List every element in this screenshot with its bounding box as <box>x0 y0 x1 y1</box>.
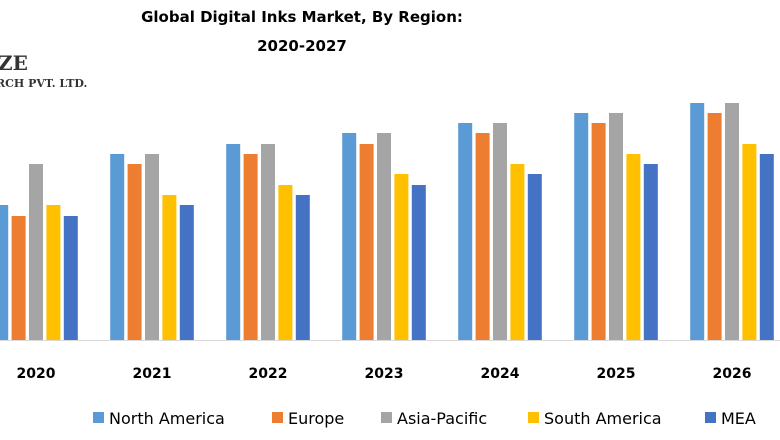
legend-label: South America <box>544 409 662 428</box>
bar-2025-mea <box>643 164 658 340</box>
legend-swatch <box>272 412 283 423</box>
bar-2023-asia-pacific <box>377 133 391 340</box>
bar-2026-europe <box>707 113 722 340</box>
bar-2026-south-america <box>742 144 757 340</box>
legend-label: MEA <box>721 409 756 428</box>
x-tick-label: 2022 <box>249 366 288 382</box>
legend-item: North America <box>93 409 225 428</box>
chart-subtitle: 2020-2027 <box>257 37 347 55</box>
bar-2024-north-america <box>458 123 473 340</box>
x-tick-label: 2021 <box>133 366 172 382</box>
x-tick-label: 2023 <box>365 366 404 382</box>
bar-2023-europe <box>359 144 374 340</box>
bar-2026-north-america <box>690 103 705 340</box>
bar-2021-mea <box>179 205 194 340</box>
bar-2022-mea <box>295 195 310 340</box>
x-tick-label: 2020 <box>17 366 56 382</box>
bar-2025-north-america <box>574 113 589 340</box>
bar-2022-north-america <box>226 144 241 340</box>
watermark-logo: ZE RCH PVT. LTD. <box>0 51 87 90</box>
watermark-line1: ZE <box>0 51 28 75</box>
x-tick-label: 2024 <box>481 366 520 382</box>
legend-swatch <box>381 412 392 423</box>
bar-2020-south-america <box>46 205 61 340</box>
bar-2021-europe <box>127 164 142 340</box>
chart-title: Global Digital Inks Market, By Region: <box>141 8 463 26</box>
x-tick-label: 2026 <box>713 366 752 382</box>
x-axis-ticks: 2020 2021 2022 2023 2024 2025 2026 <box>17 366 752 382</box>
bar-2026-asia-pacific <box>725 103 739 340</box>
legend-item: Asia-Pacific <box>381 409 487 428</box>
x-tick-label: 2025 <box>597 366 636 382</box>
bar-2021-north-america <box>110 154 125 340</box>
legend-swatch <box>705 412 716 423</box>
legend-swatch <box>528 412 539 423</box>
bar-2020-asia-pacific <box>29 164 43 340</box>
legend-item: South America <box>528 409 662 428</box>
bar-2020-mea <box>63 216 78 340</box>
bar-2024-south-america <box>510 164 525 340</box>
bar-2023-south-america <box>394 174 409 340</box>
bar-2023-mea <box>411 185 426 340</box>
bar-2022-asia-pacific <box>261 144 275 340</box>
legend-label: Europe <box>288 409 344 428</box>
legend-item: Europe <box>272 409 344 428</box>
bar-2024-asia-pacific <box>493 123 507 340</box>
legend-item: MEA <box>705 409 756 428</box>
bar-2024-mea <box>527 174 542 340</box>
bar-2026-mea <box>759 154 774 340</box>
legend-label: North America <box>109 409 225 428</box>
bar-2025-asia-pacific <box>609 113 623 340</box>
bar-2023-north-america <box>342 133 357 340</box>
legend: North America Europe Asia-Pacific South Ame… <box>93 409 756 428</box>
bar-2025-europe <box>591 123 606 340</box>
bar-2024-europe <box>475 133 490 340</box>
legend-label: Asia-Pacific <box>397 409 487 428</box>
bar-2025-south-america <box>626 154 641 340</box>
bar-2020-north-america <box>0 205 9 340</box>
watermark-line2: RCH PVT. LTD. <box>0 77 87 90</box>
bar-2022-europe <box>243 154 258 340</box>
bars-group <box>0 103 774 340</box>
bar-2020-europe <box>11 216 26 340</box>
bar-2021-asia-pacific <box>145 154 159 340</box>
legend-swatch <box>93 412 104 423</box>
bar-2021-south-america <box>162 195 177 340</box>
bar-2022-south-america <box>278 185 293 340</box>
